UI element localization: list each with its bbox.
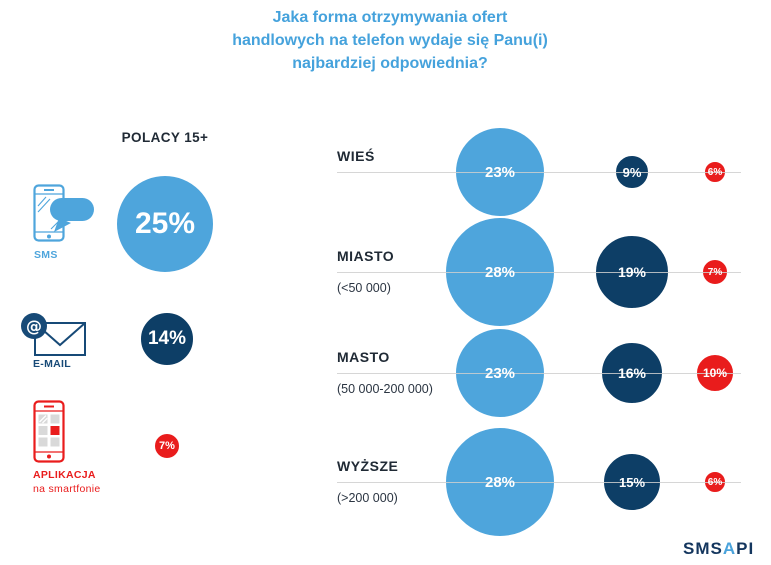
chart-question: Jaka forma otrzymywania ofert handlowych… [150, 6, 630, 75]
bubble-value: 23% [484, 163, 516, 181]
bubble-value: 19% [617, 264, 647, 280]
row-label-wies: WIEŚ [337, 148, 375, 164]
email-label: E-MAIL [33, 358, 71, 370]
bubble-value: 28% [484, 473, 516, 491]
bubble-value: 28% [484, 263, 516, 281]
logo-pi-part: PI [736, 539, 755, 558]
bubble-value: 9% [622, 164, 642, 180]
row-axis-line [337, 482, 741, 483]
row-sublabel-wyzsze: (>200 000) [337, 491, 398, 505]
question-line-1: Jaka forma otrzymywania ofert [272, 9, 508, 26]
row-sublabel-masto: (50 000-200 000) [337, 382, 433, 396]
app-label: APLIKACJA [33, 469, 96, 481]
row-label-masto: MASTO [337, 349, 390, 365]
bubble-overall-email: 14% [139, 311, 195, 367]
row-sublabel-miasto: (<50 000) [337, 281, 391, 295]
bubble-value: 25% [134, 207, 196, 240]
bubble-value: 23% [484, 364, 516, 382]
row-label-miasto: MIASTO [337, 248, 395, 264]
bubble-value: 14% [147, 328, 187, 349]
bubble-value: 6% [707, 166, 723, 178]
question-line-2: handlowych na telefon wydaje się Panu(i) [232, 32, 548, 49]
bubble-overall-sms: 25% [115, 174, 215, 274]
bubble-value: 16% [617, 365, 647, 381]
bubble-value: 7% [707, 266, 723, 278]
row-axis-line [337, 272, 741, 273]
row-axis-line [337, 373, 741, 374]
question-line-3: najbardziej odpowiednia? [292, 55, 488, 72]
logo-sms-part: SMS [683, 539, 723, 558]
sms-phone-icon [33, 184, 94, 242]
row-axis-line [337, 172, 741, 173]
bubble-value: 10% [702, 366, 728, 380]
bubble-overall-app: 7% [153, 432, 181, 460]
email-envelope-icon: @ [21, 313, 86, 356]
row-label-wyzsze: WYŻSZE [337, 458, 399, 474]
overall-group-header: POLACY 15+ [121, 130, 209, 145]
bubble-value: 7% [159, 440, 175, 452]
smartphone-app-icon [33, 400, 65, 463]
sms-label: SMS [34, 249, 58, 261]
logo-a-part: A [722, 539, 737, 558]
bubble-value: 15% [618, 474, 646, 490]
smsapi-logo: SMSAPI [683, 539, 754, 559]
bubble-value: 6% [707, 476, 723, 488]
app-sublabel: na smartfonie [33, 483, 101, 495]
svg-text:@: @ [26, 317, 42, 336]
